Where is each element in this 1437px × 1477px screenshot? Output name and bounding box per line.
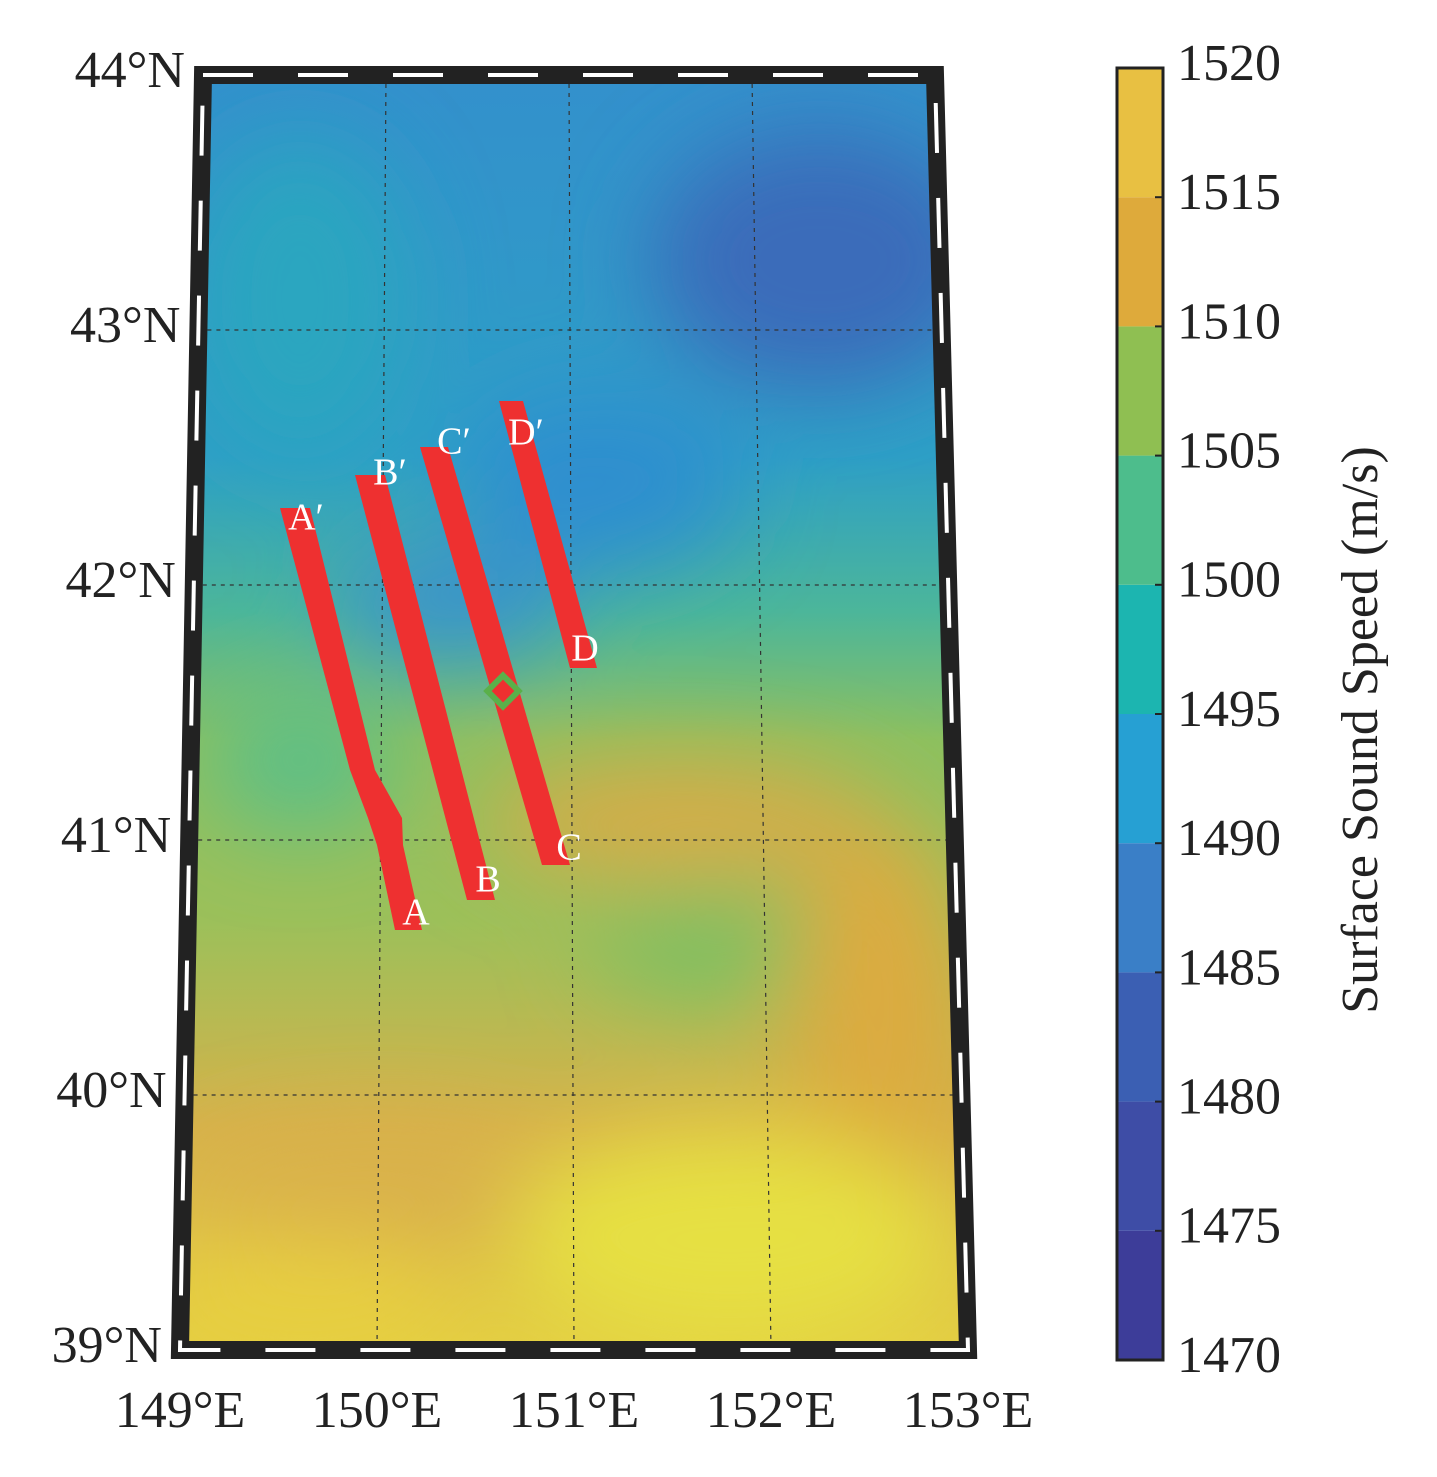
lat-label: 39°N bbox=[52, 1317, 162, 1374]
colorbar-tick-label: 1515 bbox=[1177, 164, 1281, 221]
tracks bbox=[280, 401, 597, 930]
colorbar-tick-label: 1520 bbox=[1177, 35, 1281, 92]
grid-line bbox=[568, 74, 575, 1351]
sound-speed-field bbox=[180, 75, 968, 1350]
colorbar-tick-label: 1480 bbox=[1177, 1069, 1281, 1126]
track-labels: A′ B′ C′ D′ A B C D bbox=[288, 412, 599, 934]
colorbar-tick-label: 1475 bbox=[1177, 1198, 1281, 1255]
track-start-label: D bbox=[571, 628, 598, 670]
track-end-label: C′ bbox=[437, 421, 471, 463]
colorbar-tick-label: 1495 bbox=[1177, 681, 1281, 738]
track-start-label: C bbox=[556, 827, 581, 869]
colorbar-band bbox=[1117, 1101, 1163, 1231]
colorbar-band bbox=[1117, 197, 1163, 327]
track-start-label: A bbox=[402, 892, 430, 934]
lon-label: 151°E bbox=[509, 1382, 640, 1439]
lon-label: 153°E bbox=[903, 1382, 1034, 1439]
map-frame bbox=[170, 66, 978, 1359]
lon-label: 152°E bbox=[706, 1382, 837, 1439]
track-end-label: A′ bbox=[288, 497, 324, 539]
colorbar: 1470 1475 1480 1485 1490 1495 1500 1505 1510 1515… bbox=[1115, 35, 1281, 1384]
lat-label: 42°N bbox=[65, 552, 175, 609]
grid-line bbox=[751, 74, 772, 1351]
colorbar-band bbox=[1117, 972, 1163, 1102]
colorbar-tick-label: 1500 bbox=[1177, 552, 1281, 609]
track-b bbox=[355, 475, 495, 900]
colorbar-band bbox=[1117, 843, 1163, 973]
track-end-label: B′ bbox=[373, 452, 407, 494]
colorbar-label: Surface Sound Speed (m/s) bbox=[1332, 446, 1389, 1014]
track-end-label: D′ bbox=[508, 412, 544, 454]
lat-label: 41°N bbox=[61, 807, 171, 864]
colorbar-tick-label: 1505 bbox=[1177, 423, 1281, 480]
lat-label: 40°N bbox=[56, 1062, 166, 1119]
station-marker bbox=[483, 671, 523, 711]
colorbar-band bbox=[1117, 714, 1163, 844]
grid-line bbox=[376, 74, 387, 1351]
lat-label: 44°N bbox=[75, 42, 185, 99]
colorbar-band bbox=[1117, 326, 1163, 456]
colorbar-tick-label: 1510 bbox=[1177, 293, 1281, 350]
track-a bbox=[280, 508, 422, 930]
lat-label: 43°N bbox=[70, 297, 180, 354]
track-d bbox=[499, 401, 597, 668]
colorbar-tick-label: 1485 bbox=[1177, 939, 1281, 996]
lon-label: 149°E bbox=[115, 1382, 246, 1439]
colorbar-band bbox=[1117, 455, 1163, 585]
colorbar-band bbox=[1117, 1230, 1163, 1360]
colorbar-band bbox=[1117, 68, 1163, 198]
colorbar-tick-label: 1490 bbox=[1177, 810, 1281, 867]
graticule bbox=[184, 74, 962, 1351]
track-start-label: B bbox=[475, 859, 500, 901]
colorbar-band bbox=[1117, 584, 1163, 714]
lon-label: 150°E bbox=[312, 1382, 443, 1439]
colorbar-tick-label: 1470 bbox=[1177, 1327, 1281, 1384]
track-c bbox=[420, 447, 570, 865]
